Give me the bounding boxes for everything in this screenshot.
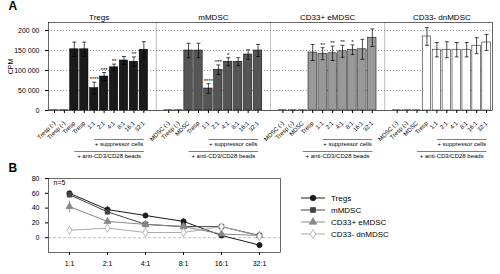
html-text:CD33+ eMDSC: CD33+ eMDSC bbox=[331, 217, 387, 227]
svg-text:4:1: 4:1 bbox=[449, 120, 460, 131]
svg-text:2:1: 2:1 bbox=[439, 120, 450, 131]
svg-text:+ anti-CD3/CD28 beads: + anti-CD3/CD28 beads bbox=[420, 153, 484, 159]
svg-text:8:1: 8:1 bbox=[179, 260, 189, 267]
svg-text:MDSC: MDSC bbox=[173, 120, 191, 137]
svg-text:Tresp: Tresp bbox=[71, 120, 86, 135]
svg-text:2:1: 2:1 bbox=[96, 120, 107, 131]
svg-text:*: * bbox=[227, 52, 230, 58]
svg-text:Tresp (-): Tresp (-) bbox=[160, 120, 181, 141]
svg-text:+ suppressor cells: + suppressor cells bbox=[209, 141, 258, 147]
svg-text:MDSC (-): MDSC (-) bbox=[148, 120, 171, 143]
svg-text:16:1: 16:1 bbox=[351, 120, 365, 133]
svg-text:Tresp (-): Tresp (-) bbox=[388, 120, 410, 141]
svg-text:32:1: 32:1 bbox=[362, 120, 375, 133]
svg-text:16:1: 16:1 bbox=[123, 120, 136, 133]
svg-text:**: ** bbox=[112, 58, 117, 64]
svg-text:+ suppressor cells: + suppressor cells bbox=[95, 141, 144, 147]
svg-text:Tresp: Tresp bbox=[61, 120, 77, 136]
svg-text:0: 0 bbox=[36, 107, 40, 114]
svg-text:MDSC (-): MDSC (-) bbox=[262, 120, 285, 143]
svg-text:Tresp: Tresp bbox=[414, 120, 429, 135]
svg-text:*: * bbox=[351, 39, 354, 45]
svg-text:+ suppressor cells: + suppressor cells bbox=[323, 141, 372, 147]
svg-text:n=5: n=5 bbox=[54, 179, 66, 186]
svg-text:32:1: 32:1 bbox=[133, 120, 146, 133]
svg-text:MDSC: MDSC bbox=[402, 120, 420, 137]
svg-text:+ anti-CD3/CD28 beads: + anti-CD3/CD28 beads bbox=[306, 153, 370, 159]
svg-text:MDSC (-): MDSC (-) bbox=[377, 120, 400, 143]
svg-text:Tresp (-): Tresp (-) bbox=[36, 120, 57, 141]
svg-text:2:1: 2:1 bbox=[325, 120, 336, 131]
svg-text:****: **** bbox=[90, 76, 100, 82]
svg-text:8:1: 8:1 bbox=[344, 120, 355, 131]
svg-text:***: *** bbox=[215, 59, 223, 65]
svg-text:Tregs: Tregs bbox=[89, 13, 109, 22]
svg-text:100 000: 100 000 bbox=[14, 67, 39, 74]
svg-text:**: ** bbox=[340, 39, 345, 45]
svg-text:50 000: 50 000 bbox=[18, 87, 40, 94]
svg-text:**: ** bbox=[330, 40, 335, 46]
svg-text:8:1: 8:1 bbox=[115, 120, 127, 131]
svg-text:MDSC: MDSC bbox=[288, 120, 305, 137]
svg-text:Tresp (-): Tresp (-) bbox=[274, 120, 295, 141]
svg-text:mMDSC: mMDSC bbox=[198, 13, 228, 22]
svg-text:60: 60 bbox=[32, 190, 40, 197]
svg-text:0: 0 bbox=[36, 234, 40, 241]
svg-text:1:1: 1:1 bbox=[429, 120, 440, 131]
svg-text:16:1: 16:1 bbox=[215, 260, 229, 267]
svg-text:***: *** bbox=[101, 67, 109, 73]
svg-text:1:1: 1:1 bbox=[65, 260, 75, 267]
svg-text:2:1: 2:1 bbox=[103, 260, 113, 267]
html-text:CD33- dnMDSC: CD33- dnMDSC bbox=[331, 229, 389, 239]
svg-text:40: 40 bbox=[32, 204, 40, 211]
svg-text:+ anti-CD3/CD28 beads: + anti-CD3/CD28 beads bbox=[77, 153, 141, 159]
svg-text:Tresp: Tresp bbox=[186, 120, 201, 135]
svg-text:4:1: 4:1 bbox=[106, 120, 117, 131]
svg-text:16:1: 16:1 bbox=[237, 120, 251, 133]
svg-text:B: B bbox=[9, 162, 18, 175]
svg-text:CD33- dnMDSC: CD33- dnMDSC bbox=[413, 13, 471, 22]
svg-text:150 000: 150 000 bbox=[14, 47, 39, 54]
svg-text:+ anti-CD3/CD28 beads: + anti-CD3/CD28 beads bbox=[191, 153, 255, 159]
svg-text:200 00: 200 00 bbox=[18, 27, 40, 34]
svg-text:****: **** bbox=[204, 78, 214, 84]
svg-text:**: ** bbox=[132, 51, 137, 57]
svg-text:2:1: 2:1 bbox=[210, 120, 221, 131]
svg-text:32:1: 32:1 bbox=[253, 260, 267, 267]
svg-text:20: 20 bbox=[32, 219, 40, 226]
svg-text:4:1: 4:1 bbox=[220, 120, 231, 131]
svg-text:A: A bbox=[9, 0, 18, 13]
svg-text:80: 80 bbox=[32, 175, 40, 182]
svg-text:1:1: 1:1 bbox=[315, 120, 326, 131]
svg-text:CPM: CPM bbox=[7, 59, 14, 75]
svg-text:1:1: 1:1 bbox=[86, 120, 97, 131]
svg-text:32:1: 32:1 bbox=[476, 120, 489, 133]
svg-text:32:1: 32:1 bbox=[248, 120, 261, 133]
svg-text:**: ** bbox=[320, 42, 325, 48]
svg-text:CD33+ eMDSC: CD33+ eMDSC bbox=[300, 13, 356, 22]
svg-text:4:1: 4:1 bbox=[141, 260, 151, 267]
svg-text:1:1: 1:1 bbox=[200, 120, 211, 131]
svg-text:Tresp: Tresp bbox=[300, 120, 315, 135]
html-text:Tregs: Tregs bbox=[331, 193, 352, 203]
svg-text:8:1: 8:1 bbox=[230, 120, 241, 131]
html-text:mMDSC: mMDSC bbox=[331, 205, 362, 215]
svg-text:16:1: 16:1 bbox=[466, 120, 479, 133]
svg-text:+ suppressor cells: + suppressor cells bbox=[437, 141, 486, 147]
svg-text:4:1: 4:1 bbox=[334, 120, 345, 131]
svg-text:8:1: 8:1 bbox=[458, 120, 469, 131]
